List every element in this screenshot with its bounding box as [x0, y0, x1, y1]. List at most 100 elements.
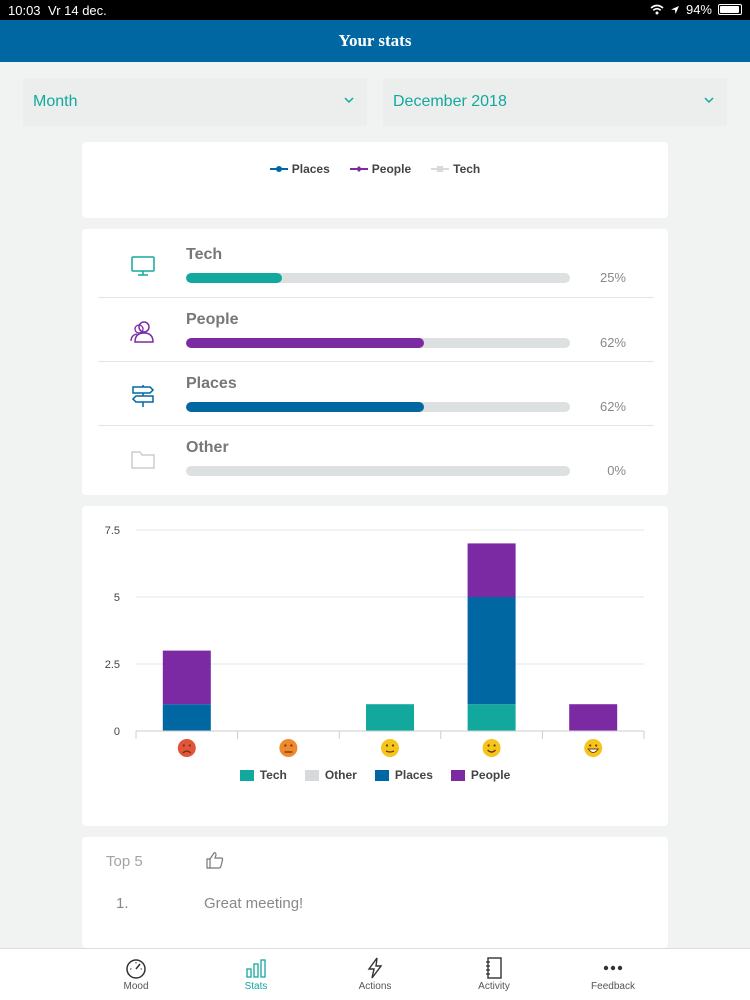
- legend-item-tech[interactable]: Tech: [431, 162, 480, 176]
- category-card: Tech 25% People 62% Places 62% Other 0%: [82, 229, 668, 495]
- category-label: Places: [186, 375, 237, 392]
- status-indicators: 94%: [650, 2, 742, 17]
- bar-segment-tech[interactable]: [467, 704, 516, 731]
- thumbs-up-icon[interactable]: [206, 851, 224, 869]
- y-tick-label: 5: [114, 592, 120, 604]
- legend-label: Other: [324, 768, 357, 782]
- tab-bar: Mood Stats Actions Activity Feedback: [0, 948, 750, 1000]
- top5-item-text[interactable]: Great meeting!: [204, 895, 304, 912]
- legend-item-other[interactable]: Other: [304, 768, 357, 782]
- legend-item-places[interactable]: Places: [374, 768, 433, 782]
- line-chart-card: Places People Tech: [82, 142, 668, 218]
- gauge-icon: [126, 959, 146, 979]
- y-tick-label: 2.5: [105, 659, 120, 671]
- legend-item-people[interactable]: People: [349, 162, 412, 176]
- bar-chart-legend: Tech Other Places People: [82, 768, 668, 782]
- sad-face-icon: [279, 739, 298, 757]
- divider: [98, 361, 654, 362]
- month-select[interactable]: December 2018: [383, 78, 727, 126]
- page-title: Your stats: [0, 20, 750, 62]
- legend-swatch: [304, 769, 319, 781]
- bar-segment-places[interactable]: [162, 704, 211, 731]
- line-chart-legend: Places People Tech: [82, 162, 668, 176]
- location-arrow-icon: [670, 5, 679, 14]
- line-marker-icon: [269, 166, 288, 172]
- legend-item-places[interactable]: Places: [269, 162, 330, 176]
- month-select-value: December 2018: [393, 93, 507, 110]
- tab-label: Activity: [478, 981, 510, 992]
- category-label: People: [186, 311, 239, 328]
- chevron-down-icon: [704, 97, 714, 104]
- progress-track: [186, 466, 570, 476]
- status-time: 10:03: [8, 3, 41, 18]
- monitor-icon: [131, 256, 155, 276]
- tab-feedback[interactable]: Feedback: [553, 949, 673, 1000]
- legend-label: Tech: [453, 162, 481, 176]
- tab-label: Actions: [358, 981, 392, 992]
- legend-item-people[interactable]: People: [450, 768, 511, 782]
- category-row-places[interactable]: Places 62%: [98, 362, 654, 426]
- progress-fill: [186, 402, 425, 412]
- tab-stats[interactable]: Stats: [196, 949, 316, 1000]
- progress-track: [186, 338, 570, 348]
- battery-icon: [718, 4, 742, 15]
- category-percent: 62%: [599, 335, 626, 350]
- neutral-face-icon: [381, 739, 399, 757]
- legend-item-tech[interactable]: Tech: [239, 768, 287, 782]
- legend-swatch: [450, 769, 465, 781]
- tab-actions[interactable]: Actions: [315, 949, 435, 1000]
- line-marker-icon: [431, 166, 450, 172]
- line-marker-icon: [349, 166, 368, 172]
- notebook-icon: [486, 957, 502, 979]
- status-bar: 10:03 Vr 14 dec. 94%: [0, 0, 750, 20]
- progress-fill: [186, 273, 282, 283]
- y-tick-label: 7.5: [105, 525, 120, 537]
- battery-percent: 94%: [685, 2, 712, 17]
- tab-label: Mood: [123, 981, 149, 992]
- people-icon: [130, 321, 154, 343]
- tab-mood[interactable]: Mood: [76, 949, 196, 1000]
- bar-segment-places[interactable]: [467, 597, 516, 705]
- mood-bar-chart: 0 2.5 5 7.5: [105, 525, 645, 757]
- tab-label: Stats: [244, 981, 268, 992]
- legend-label: Places: [394, 768, 433, 782]
- more-dots-icon: [603, 965, 623, 971]
- bar-segment-people[interactable]: [467, 543, 516, 597]
- tab-label: Feedback: [591, 981, 635, 992]
- lightning-icon: [367, 957, 383, 979]
- signpost-icon: [131, 385, 155, 407]
- bar-segment-people[interactable]: [569, 704, 618, 731]
- category-label: Tech: [186, 246, 223, 263]
- bar-segment-people[interactable]: [162, 650, 211, 705]
- happy-face-icon: [482, 739, 501, 757]
- category-row-tech[interactable]: Tech 25%: [98, 233, 654, 297]
- divider: [98, 425, 654, 426]
- divider: [98, 297, 654, 298]
- progress-track: [186, 402, 570, 412]
- bar-segment-tech[interactable]: [366, 704, 414, 731]
- legend-label: Tech: [259, 768, 287, 782]
- top5-title: Top 5: [106, 853, 143, 870]
- chevron-down-icon: [344, 97, 354, 104]
- category-row-other[interactable]: Other 0%: [98, 426, 654, 490]
- mood-bar-chart-card: 0 2.5 5 7.5 Tech Other Places People: [82, 506, 668, 826]
- legend-label: People: [371, 162, 412, 176]
- category-percent: 62%: [599, 399, 626, 414]
- tab-activity[interactable]: Activity: [434, 949, 554, 1000]
- category-label: Other: [186, 439, 229, 456]
- category-row-people[interactable]: People 62%: [98, 298, 654, 362]
- category-percent: 0%: [607, 463, 626, 478]
- status-date: Vr 14 dec.: [48, 3, 107, 18]
- bar-chart-icon: [246, 959, 266, 978]
- very-happy-face-icon: [584, 739, 603, 757]
- very-sad-face-icon: [177, 739, 196, 757]
- legend-label: People: [470, 768, 511, 782]
- category-percent: 25%: [599, 270, 626, 285]
- folder-icon: [131, 451, 155, 469]
- period-select[interactable]: Month: [23, 78, 367, 126]
- progress-track: [186, 273, 570, 283]
- y-tick-label: 0: [114, 726, 120, 738]
- progress-fill: [186, 338, 425, 348]
- legend-label: Places: [291, 162, 330, 176]
- period-select-value: Month: [33, 93, 78, 110]
